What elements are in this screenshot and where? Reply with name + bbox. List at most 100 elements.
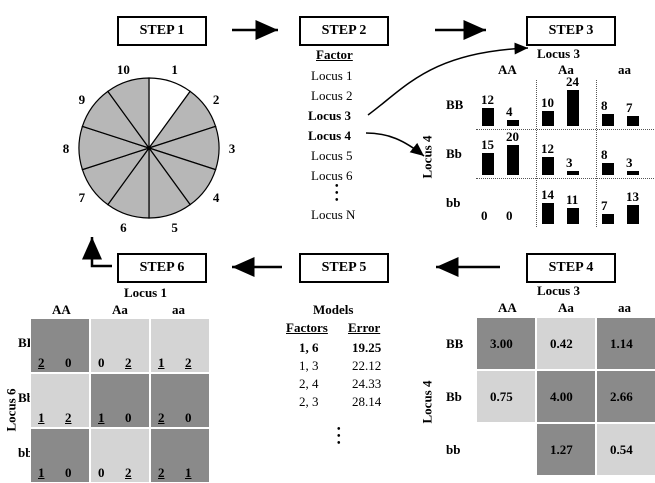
step3-count: 15 — [481, 136, 494, 152]
factor-item-3: Locus 3 — [308, 108, 351, 123]
model-error: 22.12 — [352, 358, 382, 373]
step3-bar — [567, 90, 579, 126]
step4-cell: 0.75 — [476, 370, 536, 423]
step-3-box: STEP 3 — [526, 16, 616, 46]
model-error: 19.25 — [352, 340, 382, 355]
factor-dots: • • • — [335, 181, 339, 206]
step3-bar — [567, 170, 579, 175]
grid-line — [476, 178, 655, 179]
step3-count: 3 — [626, 154, 633, 170]
step3-bar — [507, 145, 519, 175]
model-error: 24.33 — [352, 376, 382, 391]
step6-count: 2 — [158, 410, 165, 425]
pie-label-1: 1 — [171, 62, 178, 77]
step3-bar — [627, 170, 639, 175]
step6-count: 0 — [125, 410, 132, 425]
step3-count: 14 — [541, 187, 554, 202]
step4-ratio: 1.14 — [610, 336, 633, 351]
step4-ratio: 0.42 — [550, 336, 573, 351]
step-5-box: STEP 5 — [299, 253, 389, 283]
step4-col-label: aa — [618, 300, 631, 315]
step3-row-label: Bb — [446, 146, 462, 161]
model-factors: 2, 3 — [299, 394, 319, 409]
step4-row-label: Bb — [446, 389, 462, 404]
step3-count: 10 — [541, 95, 554, 110]
factor-heading: Factor — [316, 47, 353, 62]
step3-count: 8 — [601, 98, 608, 113]
step3-side-locus: Locus 4 — [419, 135, 435, 179]
step6-count: 1 — [98, 410, 105, 425]
step4-cell: 0.54 — [596, 423, 655, 476]
step4-cell — [476, 423, 536, 476]
step6-count: 1 — [158, 355, 165, 370]
grid-line — [596, 80, 597, 227]
step6-count: 2 — [38, 355, 45, 370]
step3-count: 13 — [626, 188, 639, 204]
step-2-box: STEP 2 — [299, 16, 389, 46]
step4-row-label: BB — [446, 336, 464, 351]
step6-count: 0 — [65, 465, 72, 480]
factor-item-5: Locus 5 — [311, 148, 353, 163]
arrow-6-1 — [82, 237, 112, 268]
step6-count: 2 — [65, 410, 72, 425]
model-factors: 1, 6 — [299, 340, 319, 355]
pie-label-6: 6 — [120, 220, 127, 235]
step3-col-label: AA — [498, 62, 517, 77]
step3-count: 12 — [481, 92, 494, 107]
step3-bar — [602, 114, 614, 126]
step3-col-label: Aa — [558, 62, 574, 77]
model-factors: 1, 3 — [299, 358, 319, 373]
models-dots: • • • — [337, 424, 341, 449]
step-1-box: STEP 1 — [117, 16, 207, 46]
step3-bar — [602, 163, 614, 175]
step4-ratio: 3.00 — [490, 336, 513, 351]
grid-line — [476, 129, 655, 130]
step4-ratio: 0.54 — [610, 442, 633, 457]
step6-top-locus: Locus 1 — [124, 285, 167, 300]
factor-item-6: Locus 6 — [311, 168, 353, 183]
pie-chart — [78, 77, 220, 219]
curve-arrow-locus4 — [365, 132, 425, 157]
pie-label-10: 10 — [117, 62, 130, 77]
models-col-factors: Factors — [286, 320, 328, 335]
step6-row-label: Bb — [18, 390, 34, 405]
step3-count: 24 — [566, 74, 579, 89]
step3-count: 11 — [566, 191, 579, 207]
step6-count: 0 — [98, 355, 105, 370]
pie-label-3: 3 — [229, 141, 236, 156]
pie-slice-10 — [107, 77, 150, 150]
step6-col-label: aa — [172, 302, 185, 317]
step3-count: 3 — [566, 154, 573, 170]
step3-bar — [602, 213, 614, 224]
step6-count: 2 — [125, 355, 132, 370]
step3-count: 7 — [626, 99, 633, 115]
factor-item-1: Locus 1 — [311, 68, 353, 83]
pie-label-8: 8 — [63, 141, 70, 156]
step6-col-label: AA — [52, 302, 71, 317]
models-title: Models — [313, 302, 354, 317]
step3-count: 20 — [506, 129, 519, 144]
step4-cell: 4.00 — [536, 370, 596, 423]
step3-count: 12 — [541, 141, 554, 156]
step4-ratio: 2.66 — [610, 389, 633, 404]
step6-count: 0 — [98, 465, 105, 480]
step3-count: 4 — [506, 104, 513, 119]
step3-bar — [482, 152, 494, 175]
step3-count: 8 — [601, 147, 608, 162]
pie-label-4: 4 — [213, 190, 220, 205]
pie-label-5: 5 — [171, 220, 178, 235]
step4-cell: 1.14 — [596, 317, 655, 370]
step3-col-label: aa — [618, 62, 631, 77]
step4-ratio: 4.00 — [550, 389, 573, 404]
step-6-box: STEP 6 — [117, 253, 207, 283]
step4-cell: 2.66 — [596, 370, 655, 423]
step6-count: 1 — [185, 465, 192, 480]
step3-row-label: bb — [446, 195, 461, 210]
step3-bar — [627, 204, 639, 224]
